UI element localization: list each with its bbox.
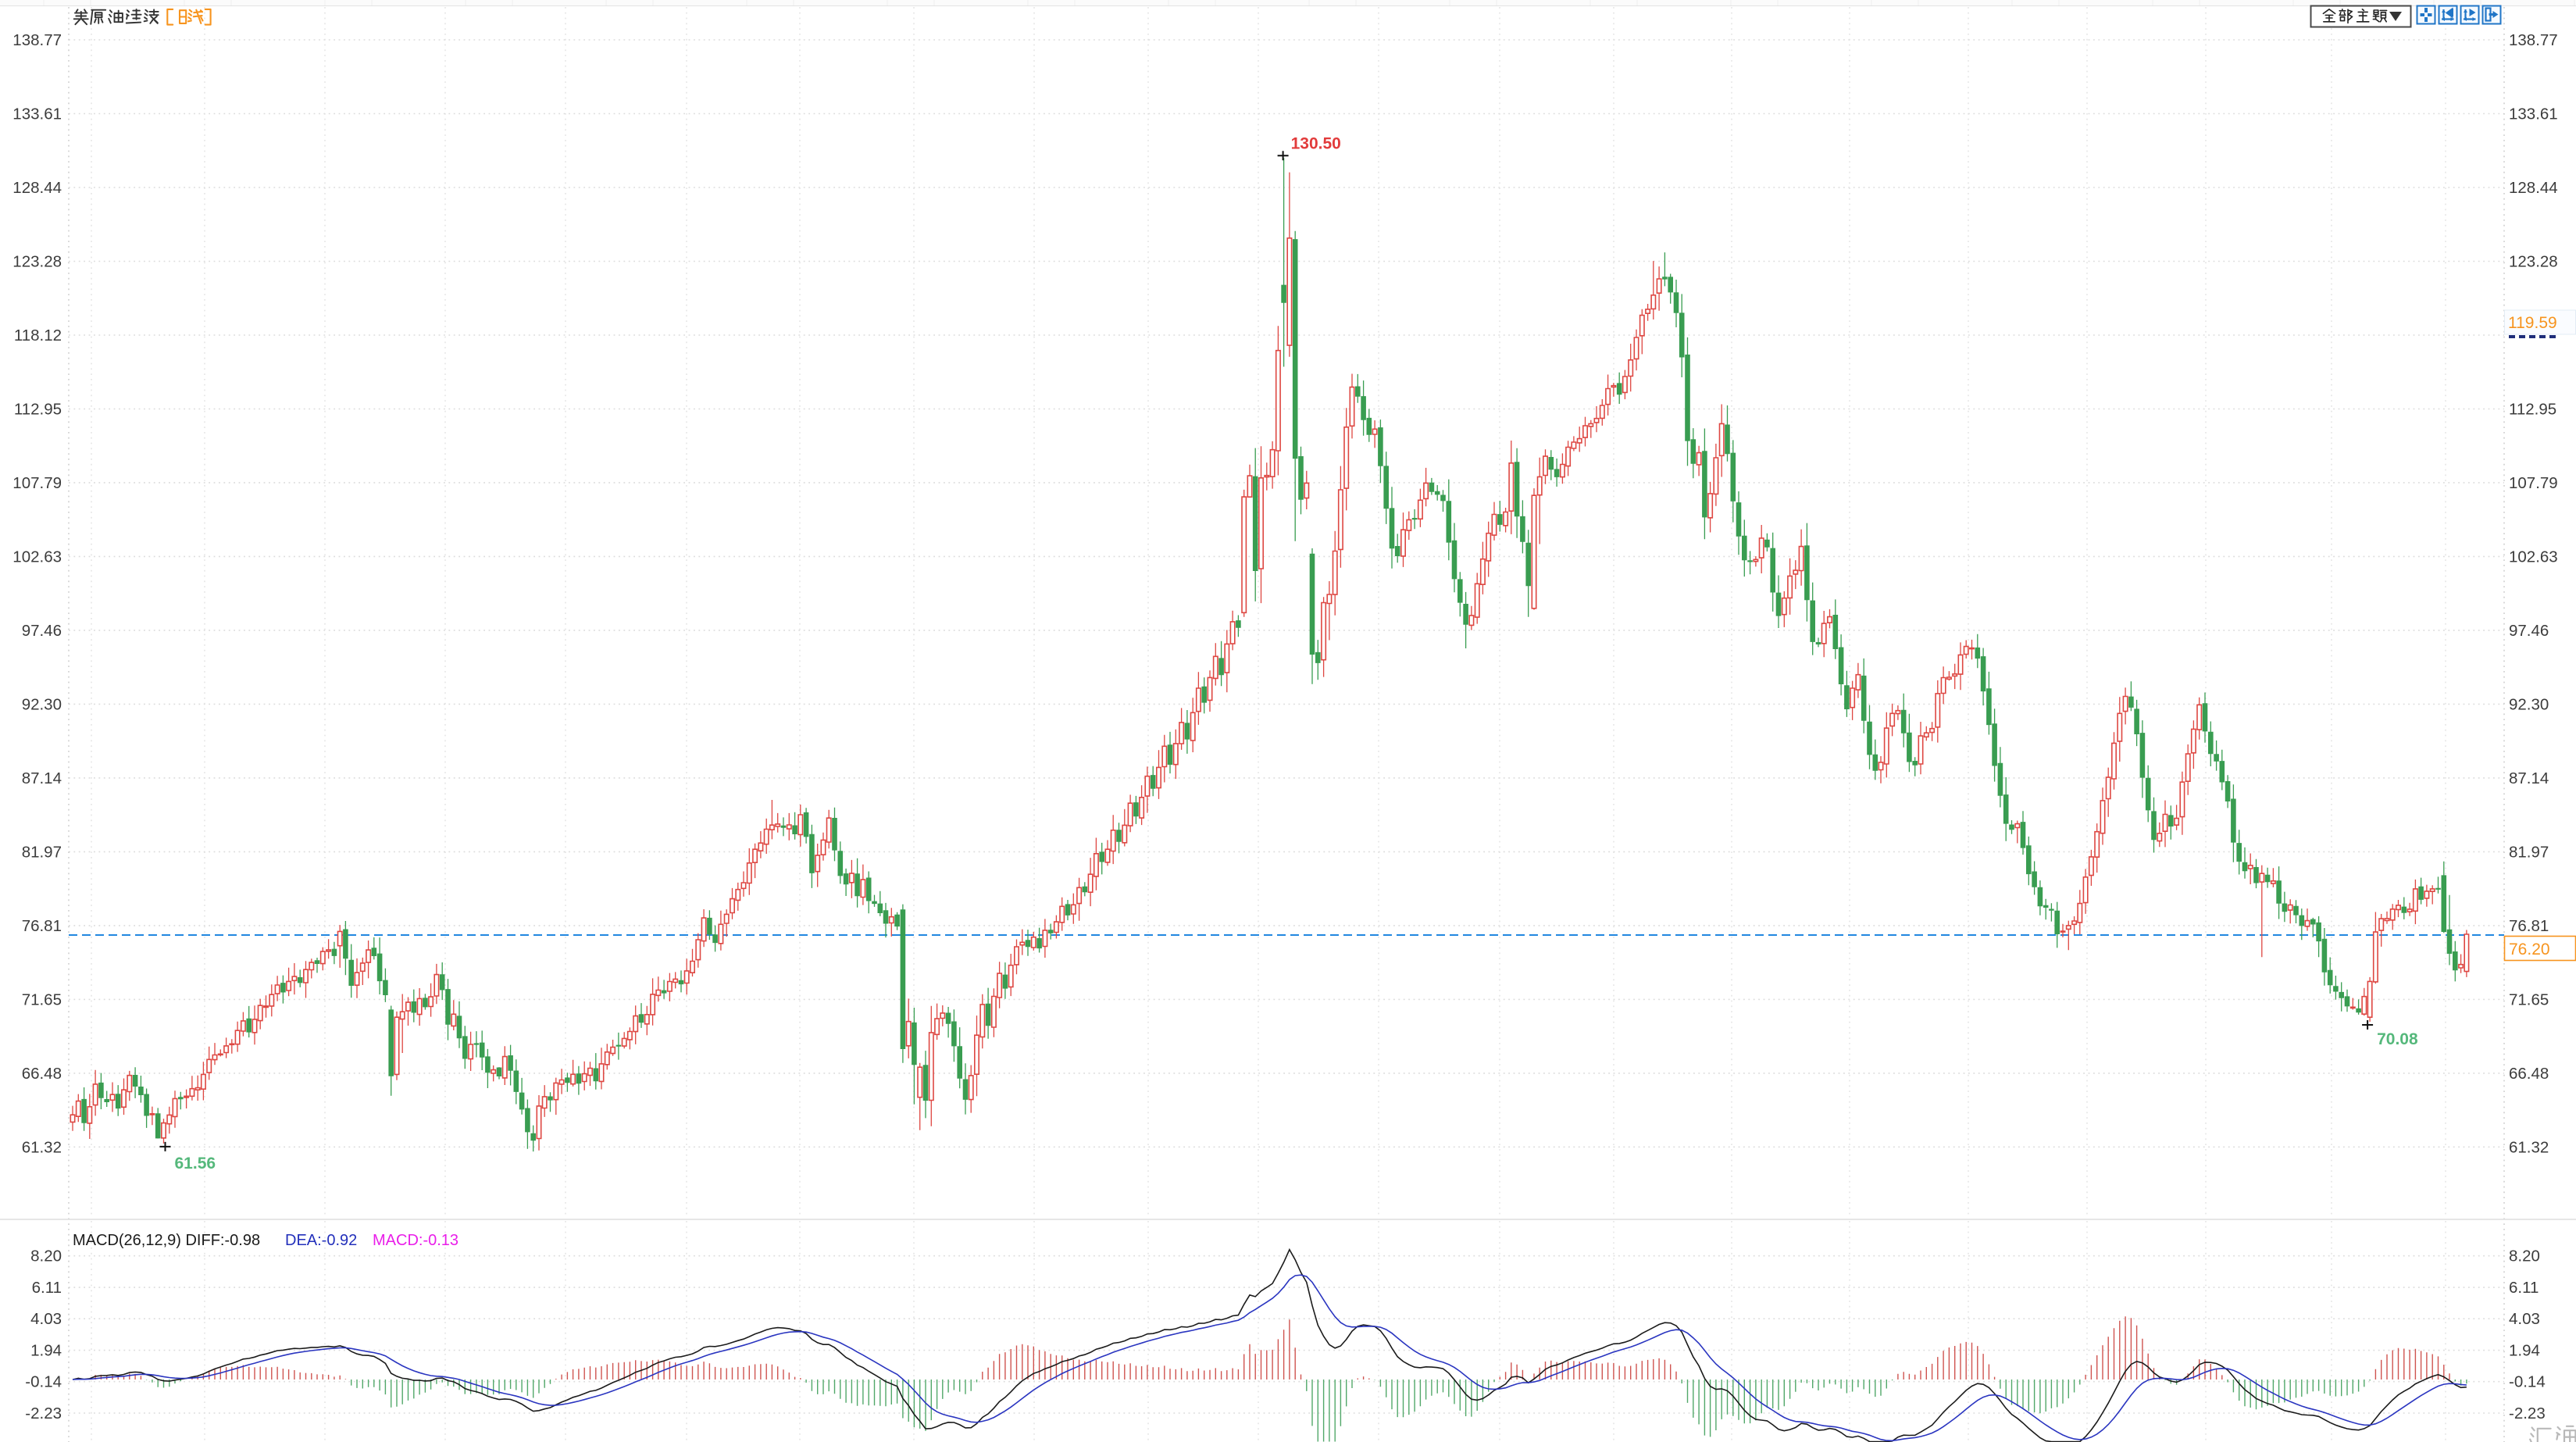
svg-text:128.44: 128.44 [2509,179,2558,197]
svg-text:4.03: 4.03 [30,1310,62,1328]
svg-text:119.59: 119.59 [2508,314,2557,332]
svg-text:61.32: 61.32 [22,1138,62,1156]
svg-text:1.94: 1.94 [2509,1342,2540,1360]
svg-text:138.77: 138.77 [12,31,62,49]
svg-text:102.63: 102.63 [2509,548,2558,566]
svg-text:107.79: 107.79 [12,474,62,492]
svg-text:1.94: 1.94 [30,1342,62,1360]
svg-text:DEA:-0.92: DEA:-0.92 [285,1232,357,1249]
svg-text:66.48: 66.48 [2509,1065,2549,1083]
svg-text:128.44: 128.44 [12,179,62,197]
svg-text:66.48: 66.48 [22,1065,62,1083]
svg-text:76.81: 76.81 [22,917,62,935]
svg-text:-0.14: -0.14 [25,1373,62,1391]
svg-text:MACD:-0.13: MACD:-0.13 [373,1232,458,1249]
svg-text:61.56: 61.56 [175,1155,216,1173]
svg-text:71.65: 71.65 [22,990,62,1008]
svg-text:8.20: 8.20 [30,1247,62,1265]
svg-text:138.77: 138.77 [2509,31,2558,49]
svg-text:92.30: 92.30 [2509,695,2549,713]
svg-text:118.12: 118.12 [14,327,62,344]
svg-text:123.28: 123.28 [2509,253,2558,271]
svg-text:MACD(26,12,9) DIFF:-0.98: MACD(26,12,9) DIFF:-0.98 [73,1232,260,1249]
svg-text:76.81: 76.81 [2509,917,2549,935]
svg-text:4.03: 4.03 [2509,1310,2540,1328]
svg-text:102.63: 102.63 [12,548,62,566]
svg-text:61.32: 61.32 [2509,1138,2549,1156]
svg-text:-2.23: -2.23 [25,1405,62,1422]
svg-text:97.46: 97.46 [2509,622,2549,640]
svg-text:76.20: 76.20 [2509,941,2550,958]
svg-text:92.30: 92.30 [22,695,62,713]
svg-text:8.20: 8.20 [2509,1247,2540,1265]
svg-text:81.97: 81.97 [2509,843,2549,861]
svg-text:70.08: 70.08 [2377,1030,2418,1048]
svg-text:97.46: 97.46 [22,622,62,640]
svg-text:107.79: 107.79 [2509,474,2558,492]
svg-text:-0.14: -0.14 [2509,1373,2546,1391]
svg-text:133.61: 133.61 [12,105,62,123]
svg-text:112.95: 112.95 [14,401,62,419]
svg-text:112.95: 112.95 [2509,401,2556,419]
svg-text:81.97: 81.97 [22,843,62,861]
svg-text:-2.23: -2.23 [2509,1405,2546,1422]
svg-text:6.11: 6.11 [32,1279,62,1297]
svg-text:87.14: 87.14 [22,769,62,787]
svg-text:133.61: 133.61 [2509,105,2558,123]
svg-text:123.28: 123.28 [12,253,62,271]
svg-text:6.11: 6.11 [2509,1279,2539,1297]
svg-text:130.50: 130.50 [1291,134,1341,152]
svg-text:71.65: 71.65 [2509,990,2549,1008]
svg-text:87.14: 87.14 [2509,769,2549,787]
